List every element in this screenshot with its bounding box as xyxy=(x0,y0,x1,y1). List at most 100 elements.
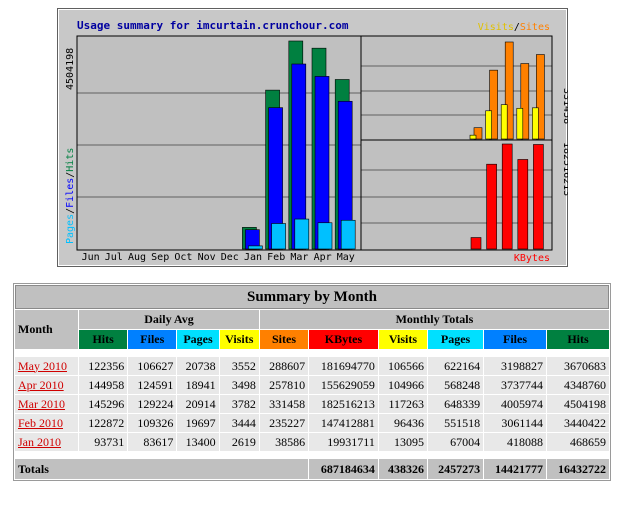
col-daily-pages: Pages xyxy=(177,330,219,349)
col-daily-hits: Hits xyxy=(79,330,128,349)
monthly-totals-header: Monthly Totals xyxy=(259,310,609,329)
legend-slash: / xyxy=(514,22,520,33)
cell-files: 3198827 xyxy=(484,357,546,375)
cell-daily-pages: 20738 xyxy=(177,357,219,375)
bar-sites-may xyxy=(536,54,545,140)
spacer-row xyxy=(15,350,609,356)
bar-kbytes-apr xyxy=(517,159,529,250)
bar-sites-jan xyxy=(473,127,483,140)
month-tick-label: Mar xyxy=(290,252,308,263)
cell-daily-pages: 13400 xyxy=(177,433,219,451)
cell-daily-visits: 3552 xyxy=(219,357,259,375)
summary-table: Summary by Month Month Daily Avg Monthly… xyxy=(13,283,611,481)
cell-daily-files: 129224 xyxy=(128,395,177,413)
totals-label: Totals xyxy=(15,459,309,479)
table-row: Mar 2010 145296 129224 20914 3782 331458… xyxy=(15,395,609,413)
total-hits: 16432722 xyxy=(546,459,609,479)
cell-sites: 288607 xyxy=(259,357,309,375)
col-kbytes: KBytes xyxy=(309,330,378,349)
cell-daily-hits: 122872 xyxy=(79,414,128,432)
totals-row: Totals 687184634 438326 2457273 14421777… xyxy=(15,459,609,479)
cell-daily-visits: 3498 xyxy=(219,376,259,394)
sites-y-max-label: 331458 xyxy=(561,88,568,124)
bar-kbytes-jan xyxy=(470,237,482,250)
cell-sites: 235227 xyxy=(259,414,309,432)
cell-files: 3061144 xyxy=(484,414,546,432)
total-visits: 438326 xyxy=(378,459,428,479)
cell-hits: 3440422 xyxy=(546,414,609,432)
month-cell: Mar 2010 xyxy=(15,395,79,413)
legend-visits: Visits xyxy=(478,22,514,33)
y-label-slash-2: / xyxy=(65,172,76,178)
cell-hits: 3670683 xyxy=(546,357,609,375)
month-link-jan-2010[interactable]: Jan 2010 xyxy=(18,434,61,449)
main-y-max-label: 4504198 xyxy=(65,48,76,90)
cell-pages: 568248 xyxy=(428,376,484,394)
bar-kbytes-feb xyxy=(486,163,497,250)
usage-chart: Usage summary for imcurtain.crunchour.co… xyxy=(57,8,572,267)
bar-kbytes-may xyxy=(533,144,544,250)
total-files: 14421777 xyxy=(484,459,546,479)
cell-daily-files: 124591 xyxy=(128,376,177,394)
month-link-feb-2010[interactable]: Feb 2010 xyxy=(18,415,63,430)
cell-pages: 648339 xyxy=(428,395,484,413)
cell-visits: 13095 xyxy=(378,433,428,451)
month-tick-label: Sep xyxy=(151,252,169,263)
cell-daily-hits: 93731 xyxy=(79,433,128,451)
cell-daily-hits: 144958 xyxy=(79,376,128,394)
month-tick-label: Apr xyxy=(314,252,332,263)
cell-daily-pages: 20914 xyxy=(177,395,219,413)
table-row: Jan 2010 93731 83617 13400 2619 38586 19… xyxy=(15,433,609,451)
cell-sites: 257810 xyxy=(259,376,309,394)
cell-daily-visits: 2619 xyxy=(219,433,259,451)
usage-chart-panel: Usage summary for imcurtain.crunchour.co… xyxy=(57,8,572,267)
bar-kbytes-mar xyxy=(501,143,513,250)
main-bars xyxy=(242,40,356,250)
month-cell: Feb 2010 xyxy=(15,414,79,432)
spacer-cell xyxy=(15,452,609,458)
bar-pages-jan xyxy=(248,245,263,250)
month-tick-label: Jun xyxy=(82,252,100,263)
kbytes-y-max-label: 182516213 xyxy=(561,142,568,196)
bar-pages-may xyxy=(340,219,356,250)
cell-daily-visits: 3444 xyxy=(219,414,259,432)
cell-kbytes: 181694770 xyxy=(309,357,378,375)
summary-title: Summary by Month xyxy=(15,285,609,309)
bar-visits-mar xyxy=(500,104,508,140)
bar-visits-may xyxy=(532,107,539,140)
total-pages: 2457273 xyxy=(428,459,484,479)
bar-pages-apr xyxy=(317,222,333,250)
month-tick-label: Aug xyxy=(128,252,146,263)
y-label-files: Files xyxy=(65,178,76,208)
month-tick-label: Jul xyxy=(105,252,123,263)
cell-kbytes: 147412881 xyxy=(309,414,378,432)
col-hits: Hits xyxy=(546,330,609,349)
y-axis-label: Pages/Files/Hits xyxy=(65,148,76,244)
summary-title-row: Summary by Month xyxy=(15,285,609,309)
cell-hits: 468659 xyxy=(546,433,609,451)
bar-pages-feb xyxy=(271,223,286,250)
cell-pages: 551518 xyxy=(428,414,484,432)
month-link-mar-2010[interactable]: Mar 2010 xyxy=(18,396,65,411)
cell-files: 418088 xyxy=(484,433,546,451)
bar-sites-feb xyxy=(489,69,498,140)
cell-kbytes: 19931711 xyxy=(309,433,378,451)
bar-sites-apr xyxy=(520,63,530,140)
cell-daily-hits: 145296 xyxy=(79,395,128,413)
y-label-pages: Pages xyxy=(65,214,76,244)
cell-daily-pages: 18941 xyxy=(177,376,219,394)
month-link-apr-2010[interactable]: Apr 2010 xyxy=(18,377,64,392)
month-tick-label: May xyxy=(337,252,355,263)
bar-pages-mar xyxy=(294,218,310,250)
cell-daily-files: 109326 xyxy=(128,414,177,432)
table-row: Feb 2010 122872 109326 19697 3444 235227… xyxy=(15,414,609,432)
cell-visits: 106566 xyxy=(378,357,428,375)
month-cell: Jan 2010 xyxy=(15,433,79,451)
month-link-may-2010[interactable]: May 2010 xyxy=(18,358,67,373)
bar-visits-feb xyxy=(485,110,492,140)
bar-sites-mar xyxy=(504,41,514,140)
chart-bevel-dark xyxy=(57,8,568,267)
col-files: Files xyxy=(484,330,546,349)
cell-sites: 38586 xyxy=(259,433,309,451)
cell-sites: 331458 xyxy=(259,395,309,413)
